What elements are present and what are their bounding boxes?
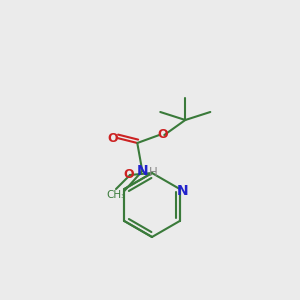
Text: O: O bbox=[107, 131, 118, 145]
Text: N: N bbox=[177, 184, 188, 198]
Text: H: H bbox=[149, 167, 158, 179]
Text: O: O bbox=[157, 128, 168, 142]
Text: CH₃: CH₃ bbox=[106, 190, 126, 200]
Text: O: O bbox=[124, 169, 134, 182]
Text: N: N bbox=[136, 164, 148, 178]
